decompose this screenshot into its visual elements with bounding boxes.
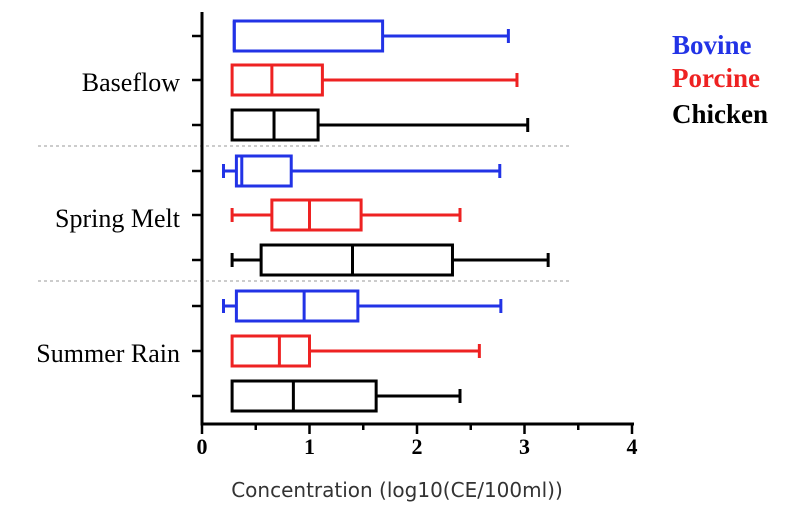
box-baseflow-bovine [232, 19, 510, 53]
box-spring-melt-chicken [230, 243, 550, 277]
x-tick-labels: 0 1 2 3 4 [197, 434, 638, 459]
x-tick-label: 0 [197, 434, 208, 459]
iqr-box [234, 289, 360, 323]
iqr-box [234, 154, 293, 188]
iqr-box [230, 334, 312, 368]
legend-item-bovine: Bovine [672, 30, 752, 60]
axes [192, 12, 634, 434]
group-label-summer-rain: Summer Rain [36, 339, 180, 368]
box-summer-rain-chicken [230, 379, 462, 413]
x-axis-title: Concentration (log10(CE/100ml)) [231, 478, 563, 502]
x-tick-label: 2 [412, 434, 423, 459]
x-tick-label: 1 [304, 434, 315, 459]
box-baseflow-chicken [230, 108, 530, 142]
box-baseflow-porcine [230, 63, 519, 97]
x-tick-label: 4 [627, 434, 638, 459]
legend-item-porcine: Porcine [672, 63, 760, 93]
x-tick-label: 3 [519, 434, 530, 459]
group-label-spring-melt: Spring Melt [55, 204, 181, 233]
group-labels: Baseflow Spring Melt Summer Rain [36, 68, 180, 368]
boxplot-boxes [222, 19, 550, 413]
iqr-box [230, 63, 324, 97]
box-spring-melt-porcine [230, 198, 462, 232]
legend-item-chicken: Chicken [672, 99, 768, 129]
box-summer-rain-porcine [230, 334, 481, 368]
iqr-box [259, 243, 454, 277]
group-separators [38, 145, 572, 282]
group-label-baseflow: Baseflow [82, 68, 180, 97]
iqr-box [230, 379, 378, 413]
iqr-box [270, 198, 363, 232]
box-summer-rain-bovine [222, 289, 503, 323]
box-spring-melt-bovine [222, 154, 502, 188]
iqr-box [232, 19, 385, 53]
